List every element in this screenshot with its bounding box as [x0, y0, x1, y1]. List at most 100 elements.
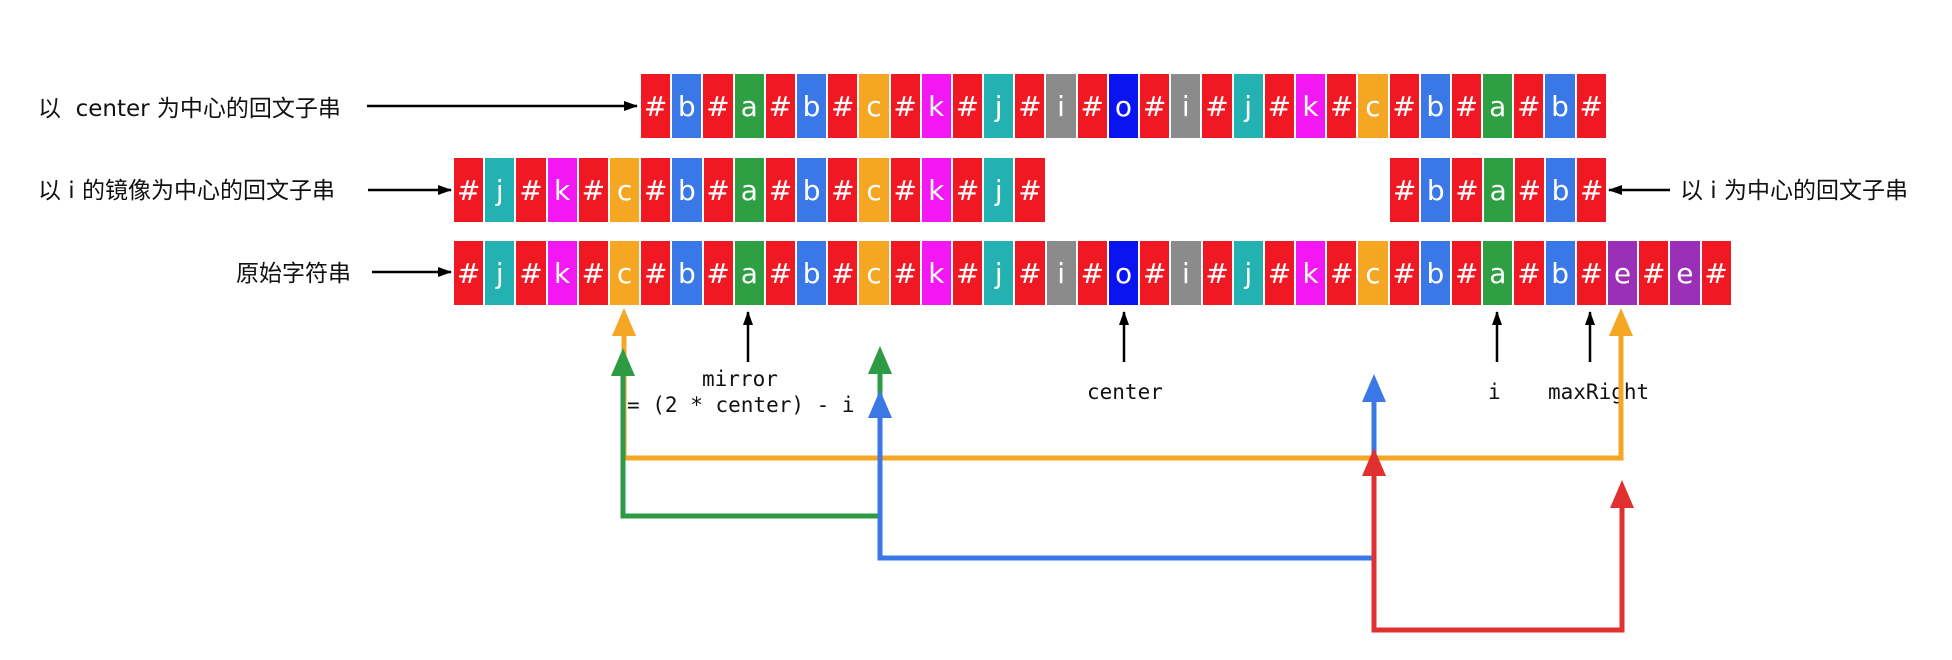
char-cell: #: [1263, 240, 1296, 306]
orange-connector: [621, 336, 1624, 461]
char-cell: #: [1451, 240, 1483, 306]
char-cell: #: [1201, 73, 1233, 139]
char-cell: #: [764, 157, 797, 223]
red-connector: [1371, 476, 1625, 633]
char-cell: #: [952, 157, 984, 223]
char-cell: #: [889, 157, 921, 223]
char-cell: k: [1295, 240, 1327, 306]
char-cell: #: [515, 157, 547, 223]
orange-arrowhead-right: [1609, 308, 1633, 336]
char-cell: #: [764, 73, 796, 139]
char-cell: #: [1014, 240, 1046, 306]
char-cell: #: [577, 157, 609, 223]
char-cell: o: [1107, 240, 1140, 306]
char-cell: k: [546, 157, 578, 223]
char-cell: b: [1419, 240, 1451, 306]
mirror-formula-label: = (2 * center) - i: [627, 393, 855, 417]
char-cell: #: [1389, 157, 1421, 223]
char-cell: #: [1513, 157, 1545, 223]
char-cell: i: [1045, 73, 1077, 139]
original-string-row: # j # k # c # b # a # b # c # k # j # i # o # i # j # k # c # b # a # b # e # e…: [453, 240, 1732, 306]
char-cell: #: [702, 157, 734, 223]
char-cell: a: [1482, 73, 1514, 139]
char-cell: #: [764, 240, 797, 306]
char-cell: b: [671, 73, 703, 139]
char-cell: #: [1513, 73, 1545, 139]
char-cell: j: [484, 240, 516, 306]
max-right-label: maxRight: [1548, 380, 1650, 404]
red-arrowhead-left: [1362, 448, 1386, 476]
char-cell: #: [1388, 240, 1420, 306]
char-cell: #: [951, 73, 984, 139]
char-cell: a: [1482, 240, 1514, 306]
char-cell: c: [858, 73, 890, 139]
char-cell: k: [920, 240, 952, 306]
char-cell: #: [577, 240, 609, 306]
char-cell: j: [484, 157, 516, 223]
char-cell: #: [1014, 157, 1046, 223]
char-cell: k: [546, 240, 578, 306]
char-cell: #: [1513, 240, 1545, 306]
char-cell: i: [1170, 73, 1202, 139]
char-cell: #: [1014, 73, 1046, 139]
char-cell: j: [983, 157, 1015, 223]
label-mirror-palindrome: 以 i 的镜像为中心的回文子串: [38, 178, 336, 204]
label-original-string: 原始字符串: [236, 261, 351, 287]
blue-arrowhead-left: [868, 390, 892, 418]
green-arrowhead-left: [611, 348, 635, 376]
char-cell: c: [608, 240, 641, 306]
char-cell: #: [1076, 240, 1108, 306]
char-cell: c: [858, 157, 890, 223]
char-cell: j: [1232, 73, 1264, 139]
char-cell: #: [640, 157, 672, 223]
char-cell: #: [1326, 73, 1358, 139]
center-palindrome-row: # b # a # b # c # k # j # i # o # i # j # k # c # b # a # b #: [640, 73, 1607, 139]
mirror-label: mirror: [702, 367, 778, 391]
mirror-palindrome-row: # j # k # c # b # a # b # c # k # j #: [453, 157, 1046, 223]
char-cell: #: [827, 73, 859, 139]
orange-arrowhead-left: [612, 308, 636, 336]
char-cell: #: [515, 240, 547, 306]
char-cell: c: [608, 157, 641, 223]
char-cell: #: [1201, 240, 1233, 306]
char-cell: #: [1451, 157, 1483, 223]
i-palindrome-row: # b # a # b #: [1389, 157, 1608, 223]
char-cell: a: [733, 240, 765, 306]
char-cell: a: [733, 73, 765, 139]
char-cell: #: [640, 240, 672, 306]
char-cell: #: [1700, 240, 1732, 306]
char-cell: #: [1575, 73, 1607, 139]
char-cell: #: [1139, 240, 1171, 306]
char-cell: #: [640, 73, 672, 139]
char-cell: c: [1357, 240, 1389, 306]
char-cell: j: [983, 240, 1015, 306]
char-cell: b: [795, 73, 828, 139]
char-cell: a: [733, 157, 765, 223]
char-cell: #: [1388, 73, 1420, 139]
char-cell: c: [1357, 73, 1389, 139]
char-cell: #: [1575, 240, 1607, 306]
char-cell: #: [1326, 240, 1358, 306]
char-cell: #: [827, 157, 859, 223]
char-cell: #: [952, 240, 984, 306]
char-cell: a: [1482, 157, 1514, 223]
char-cell: b: [671, 157, 703, 223]
char-cell: o: [1107, 73, 1139, 139]
green-arrowhead-right: [868, 346, 892, 374]
char-cell: b: [796, 240, 828, 306]
char-cell: k: [920, 73, 952, 139]
char-cell: j: [1232, 240, 1264, 306]
green-connector: [620, 374, 883, 519]
char-cell: b: [1544, 157, 1577, 223]
char-cell: #: [889, 240, 921, 306]
char-cell: i: [1045, 240, 1077, 306]
char-cell: e: [1669, 240, 1701, 306]
char-cell: k: [1294, 73, 1327, 139]
char-cell: b: [671, 240, 703, 306]
label-center-palindrome: 以 center 为中心的回文子串: [38, 96, 341, 122]
char-cell: #: [453, 157, 485, 223]
char-cell: b: [796, 157, 828, 223]
char-cell: #: [827, 240, 859, 306]
